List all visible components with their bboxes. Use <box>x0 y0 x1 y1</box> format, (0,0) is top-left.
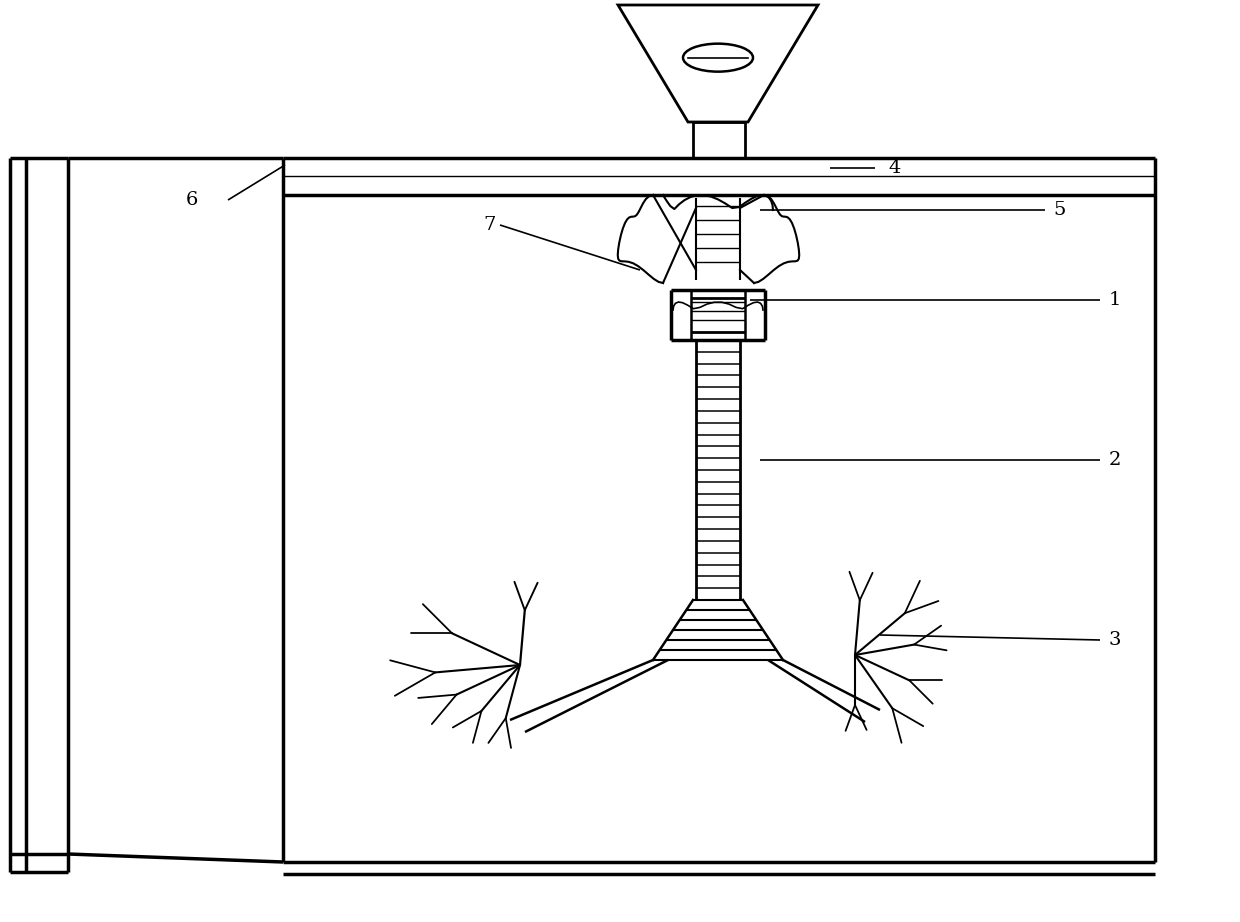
Text: 5: 5 <box>1054 201 1066 219</box>
Text: 4: 4 <box>889 159 901 177</box>
Text: 6: 6 <box>186 191 198 209</box>
Text: 1: 1 <box>1109 291 1121 309</box>
Text: 7: 7 <box>484 216 496 234</box>
Text: 3: 3 <box>1109 631 1121 649</box>
Text: 2: 2 <box>1109 451 1121 469</box>
